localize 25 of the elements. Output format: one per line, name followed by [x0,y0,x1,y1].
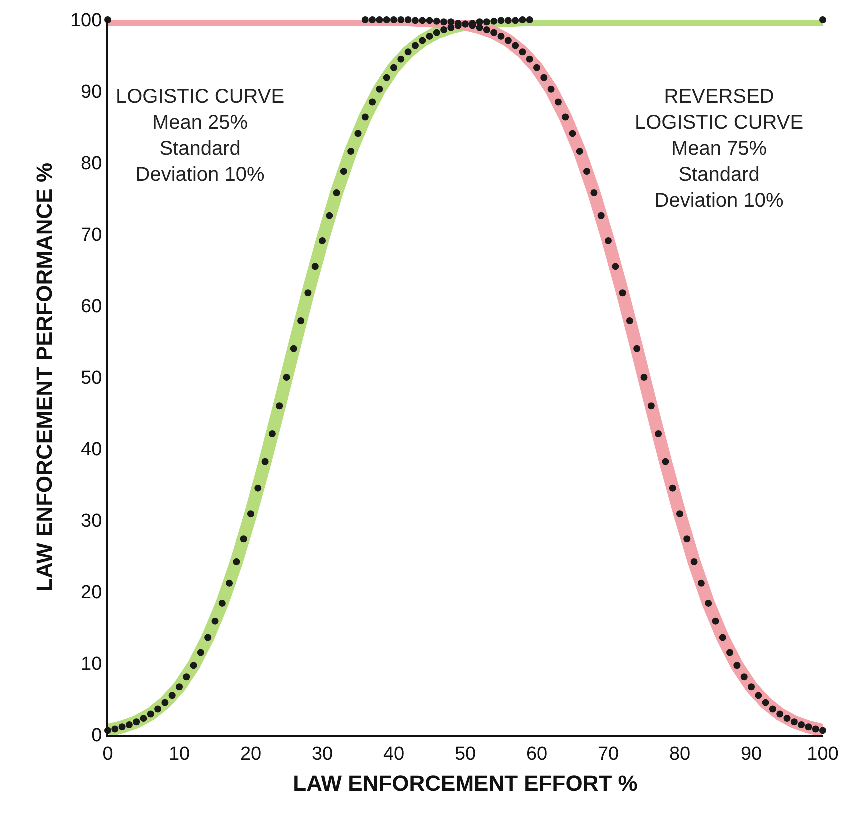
x-axis-title: LAW ENFORCEMENT EFFORT % [293,771,638,796]
y-tick-label: 50 [81,368,102,390]
y-tick-label: 100 [70,10,102,32]
x-tick-label: 80 [669,744,691,765]
annotation: REVERSED LOGISTIC CURVE Mean 75% Standard Deviation 10% [635,86,804,212]
annotation: LOGISTIC CURVE Mean 25% Standard Deviation 10% [116,86,285,186]
x-tick-label: 70 [598,744,620,765]
x-tick-label: 50 [454,744,476,765]
x-tick-label: 100 [807,744,839,765]
y-tick-label: 40 [81,440,102,461]
x-tick-label: 10 [168,744,190,765]
y-tick-label: 80 [81,154,102,175]
y-tick-label: 30 [81,511,102,532]
y-tick-label: 20 [81,582,102,604]
x-tick-label: 40 [383,744,405,765]
y-axis-title: LAW ENFORCEMENT PERFORMANCE % [32,163,57,592]
x-tick-label: 90 [740,744,762,765]
y-tick-label: 90 [81,82,102,104]
x-tick-label: 30 [312,744,334,765]
y-tick-label: 60 [81,296,102,318]
y-tick-label: 70 [81,225,102,246]
x-tick-label: 20 [240,744,262,765]
x-tick-label: 60 [526,744,548,765]
y-tick-label: 10 [81,654,102,676]
y-tick-label: 0 [92,726,102,747]
